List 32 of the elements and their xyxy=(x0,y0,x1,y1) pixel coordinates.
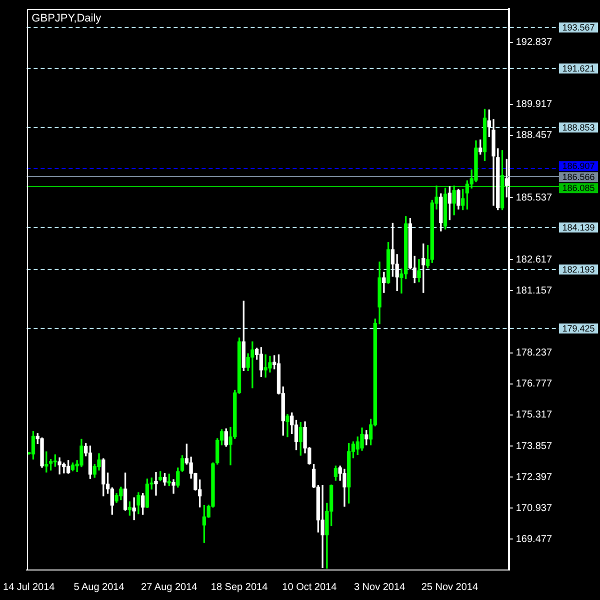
y-tick-label: 176.777 xyxy=(516,378,552,390)
ref-line-label: 188.853 xyxy=(562,122,595,132)
x-tick-label: 3 Nov 2014 xyxy=(354,582,406,593)
y-tick-label: 185.537 xyxy=(516,192,552,204)
candlestick xyxy=(154,472,158,496)
x-tick-label: 10 Oct 2014 xyxy=(282,582,338,593)
candlestick xyxy=(132,497,136,520)
y-tick-label: 169.477 xyxy=(516,534,552,545)
y-tick-label: 170.937 xyxy=(516,502,552,514)
y-tick-label: 192.837 xyxy=(516,37,552,48)
y-tick-label: 189.917 xyxy=(516,99,552,110)
y-tick-label: 181.157 xyxy=(516,285,552,296)
chart-title: GBPJPY,Daily xyxy=(32,12,102,25)
x-tick-label: 18 Sep 2014 xyxy=(210,582,268,593)
y-tick-label: 188.457 xyxy=(516,130,552,142)
ref-line-label: 186.085 xyxy=(562,183,595,194)
ref-line-label: 184.139 xyxy=(562,222,595,232)
x-tick-label: 5 Aug 2014 xyxy=(74,582,125,593)
x-tick-label: 27 Aug 2014 xyxy=(141,582,198,593)
x-tick-label: 14 Jul 2014 xyxy=(3,582,56,593)
ref-line-label: 179.425 xyxy=(562,323,595,334)
y-tick-label: 175.317 xyxy=(516,410,552,421)
ref-line-label: 182.193 xyxy=(562,264,595,274)
ref-line-label: 191.621 xyxy=(562,63,595,74)
ref-line-label: 186.566 xyxy=(562,172,595,182)
y-tick-label: 182.617 xyxy=(516,254,552,266)
y-tick-label: 172.397 xyxy=(516,472,552,483)
y-tick-label: 178.237 xyxy=(516,348,552,359)
x-tick-label: 25 Nov 2014 xyxy=(421,582,478,593)
ref-line-label: 193.567 xyxy=(562,22,595,32)
y-tick-label: 173.857 xyxy=(516,440,552,452)
ref-line-label: 186.907 xyxy=(562,161,595,172)
